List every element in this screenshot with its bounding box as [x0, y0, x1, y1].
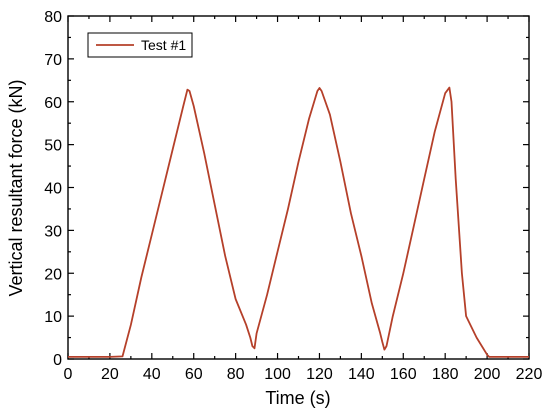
y-tick-label: 50: [44, 138, 62, 155]
x-tick-label: 100: [264, 366, 291, 383]
y-tick-label: 10: [44, 309, 62, 326]
legend: Test #1: [87, 32, 193, 58]
x-tick-label: 120: [306, 366, 333, 383]
ticks-layer: [67, 15, 530, 360]
x-tick-label: 20: [101, 366, 119, 383]
x-tick-label: 40: [143, 366, 161, 383]
y-tick-label: 40: [44, 181, 62, 198]
x-tick-label: 140: [348, 366, 375, 383]
x-axis-title: Time (s): [265, 388, 330, 408]
y-tick-label: 80: [44, 9, 62, 26]
legend-label: Test #1: [141, 37, 186, 53]
x-tick-label: 180: [432, 366, 459, 383]
legend-box: [87, 32, 193, 58]
x-tick-label: 160: [390, 366, 417, 383]
y-tick-label: 20: [44, 266, 62, 283]
y-axis-title: Vertical resultant force (kN): [6, 79, 26, 296]
y-tick-label: 60: [44, 95, 62, 112]
x-tick-label: 80: [227, 366, 245, 383]
tick-labels-layer: 0 20 40 60 80 100 120 140 160 180 200 220 0 10 20 30 40 5…: [44, 9, 542, 383]
plot-frame: [67, 15, 530, 360]
x-tick-label: 60: [185, 366, 203, 383]
y-tick-label: 30: [44, 223, 62, 240]
x-tick-label: 220: [516, 366, 543, 383]
y-tick-label: 0: [53, 352, 62, 369]
x-tick-label: 0: [64, 366, 73, 383]
series-line-test-1: [68, 86, 529, 358]
x-tick-label: 200: [474, 366, 501, 383]
y-tick-label: 70: [44, 52, 62, 69]
